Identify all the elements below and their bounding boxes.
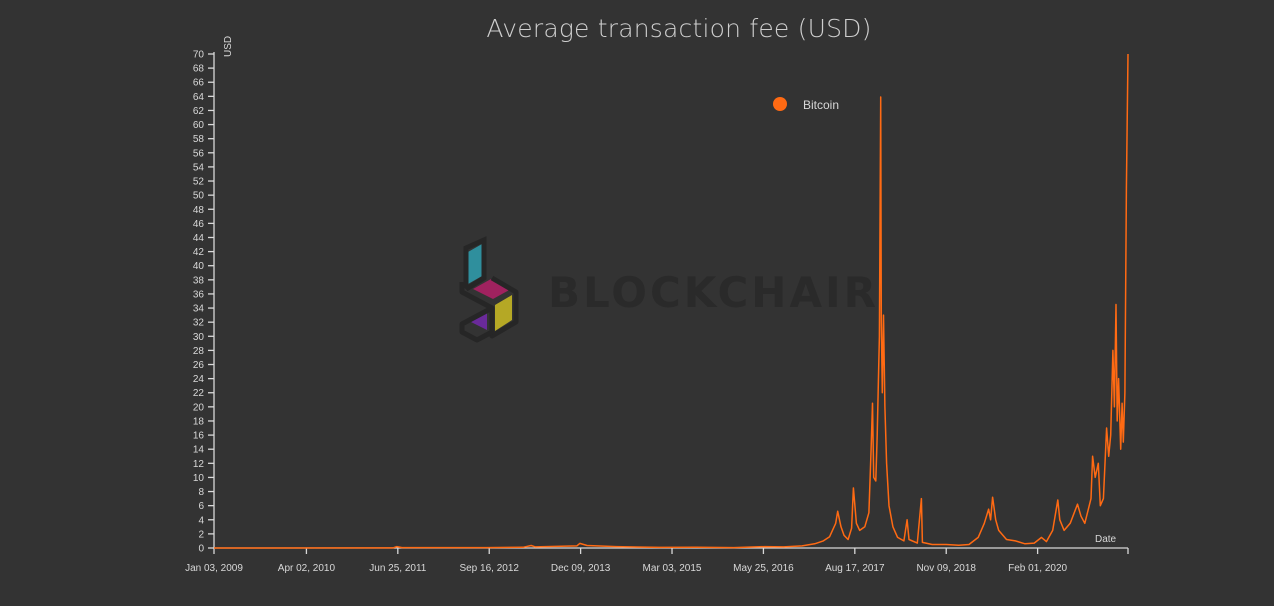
y-tick-label: 28 bbox=[193, 346, 205, 357]
x-tick-label: May 25, 2016 bbox=[733, 563, 794, 574]
x-tick-label: Sep 16, 2012 bbox=[459, 563, 519, 574]
watermark-text: BLOCKCHAIR bbox=[548, 268, 879, 317]
y-tick-label: 24 bbox=[193, 374, 205, 385]
x-tick-label: Nov 09, 2018 bbox=[916, 563, 976, 574]
y-tick-label: 62 bbox=[193, 106, 205, 117]
legend-label-bitcoin: Bitcoin bbox=[803, 98, 839, 112]
y-tick-label: 26 bbox=[193, 360, 205, 371]
y-tick-label: 38 bbox=[193, 275, 205, 286]
chart-title: Average transaction fee (USD) bbox=[486, 14, 872, 43]
series-group bbox=[213, 53, 1129, 549]
y-tick-label: 44 bbox=[193, 233, 205, 244]
y-tick-label: 54 bbox=[193, 162, 205, 173]
y-tick-label: 64 bbox=[193, 92, 205, 103]
y-tick-label: 60 bbox=[193, 120, 205, 131]
y-tick-label: 66 bbox=[193, 78, 205, 89]
x-tick-label: Apr 02, 2010 bbox=[278, 563, 336, 574]
y-tick-label: 22 bbox=[193, 388, 205, 399]
y-axis-label: USD bbox=[223, 36, 234, 57]
y-tick-label: 68 bbox=[193, 64, 205, 75]
x-tick-label: Aug 17, 2017 bbox=[825, 563, 885, 574]
blockchair-watermark: BLOCKCHAIR bbox=[459, 236, 879, 343]
y-tick-label: 12 bbox=[193, 459, 205, 470]
y-tick-label: 50 bbox=[193, 191, 205, 202]
y-tick-label: 40 bbox=[193, 261, 205, 272]
blockchair-logo-icon bbox=[459, 236, 519, 343]
y-tick-label: 46 bbox=[193, 219, 205, 230]
x-tick-label: Feb 01, 2020 bbox=[1008, 563, 1067, 574]
y-tick-label: 70 bbox=[193, 50, 205, 61]
y-tick-label: 34 bbox=[193, 304, 205, 315]
y-tick-label: 32 bbox=[193, 318, 205, 329]
legend-marker-bitcoin bbox=[773, 97, 787, 111]
y-tick-label: 36 bbox=[193, 289, 205, 300]
y-tick-label: 16 bbox=[193, 431, 205, 442]
legend[interactable]: Bitcoin bbox=[773, 97, 839, 112]
y-tick-label: 18 bbox=[193, 416, 205, 427]
x-axis: Jan 03, 2009 Apr 02, 2010 Jun 25, 2011 Sep … bbox=[185, 547, 1129, 574]
y-tick-label: 52 bbox=[193, 177, 205, 188]
y-tick-label: 58 bbox=[193, 134, 205, 145]
y-tick-label: 4 bbox=[198, 515, 204, 526]
x-tick-label: Jun 25, 2011 bbox=[369, 563, 427, 574]
y-tick-label: 56 bbox=[193, 148, 205, 159]
y-tick-label: 48 bbox=[193, 205, 205, 216]
series-line-bitcoin bbox=[213, 53, 1129, 549]
y-axis: 0246810121416182022242628303234363840424… bbox=[193, 50, 215, 555]
y-tick-label: 14 bbox=[193, 445, 205, 456]
y-tick-label: 42 bbox=[193, 247, 205, 258]
y-tick-label: 0 bbox=[198, 544, 204, 555]
x-axis-label: Date bbox=[1095, 534, 1117, 545]
x-tick-label: Mar 03, 2015 bbox=[643, 563, 702, 574]
y-tick-label: 6 bbox=[198, 501, 204, 512]
x-tick-label: Jan 03, 2009 bbox=[185, 563, 243, 574]
y-tick-label: 10 bbox=[193, 473, 205, 484]
y-tick-label: 30 bbox=[193, 332, 205, 343]
y-tick-label: 2 bbox=[198, 529, 204, 540]
y-tick-label: 20 bbox=[193, 402, 205, 413]
x-tick-label: Dec 09, 2013 bbox=[551, 563, 611, 574]
y-tick-label: 8 bbox=[198, 487, 204, 498]
